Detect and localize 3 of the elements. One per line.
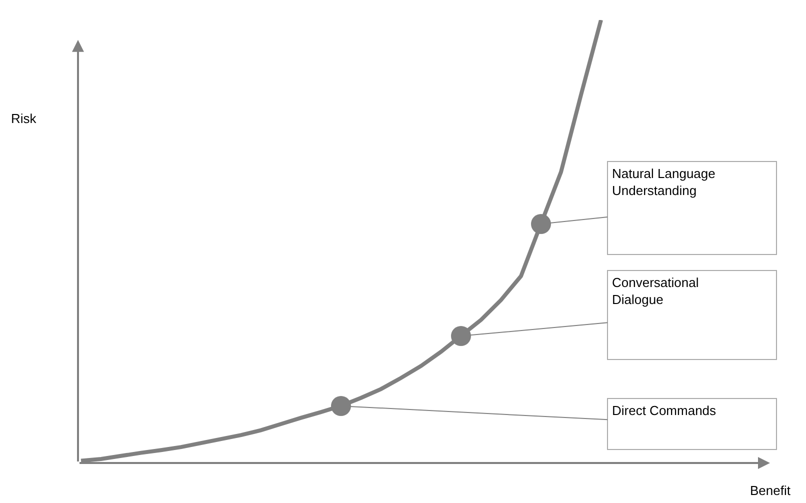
picture-callout: Direct Commands <box>340 398 777 450</box>
y-axis-title: Risk <box>11 111 37 126</box>
text: Benefit <box>750 483 791 498</box>
